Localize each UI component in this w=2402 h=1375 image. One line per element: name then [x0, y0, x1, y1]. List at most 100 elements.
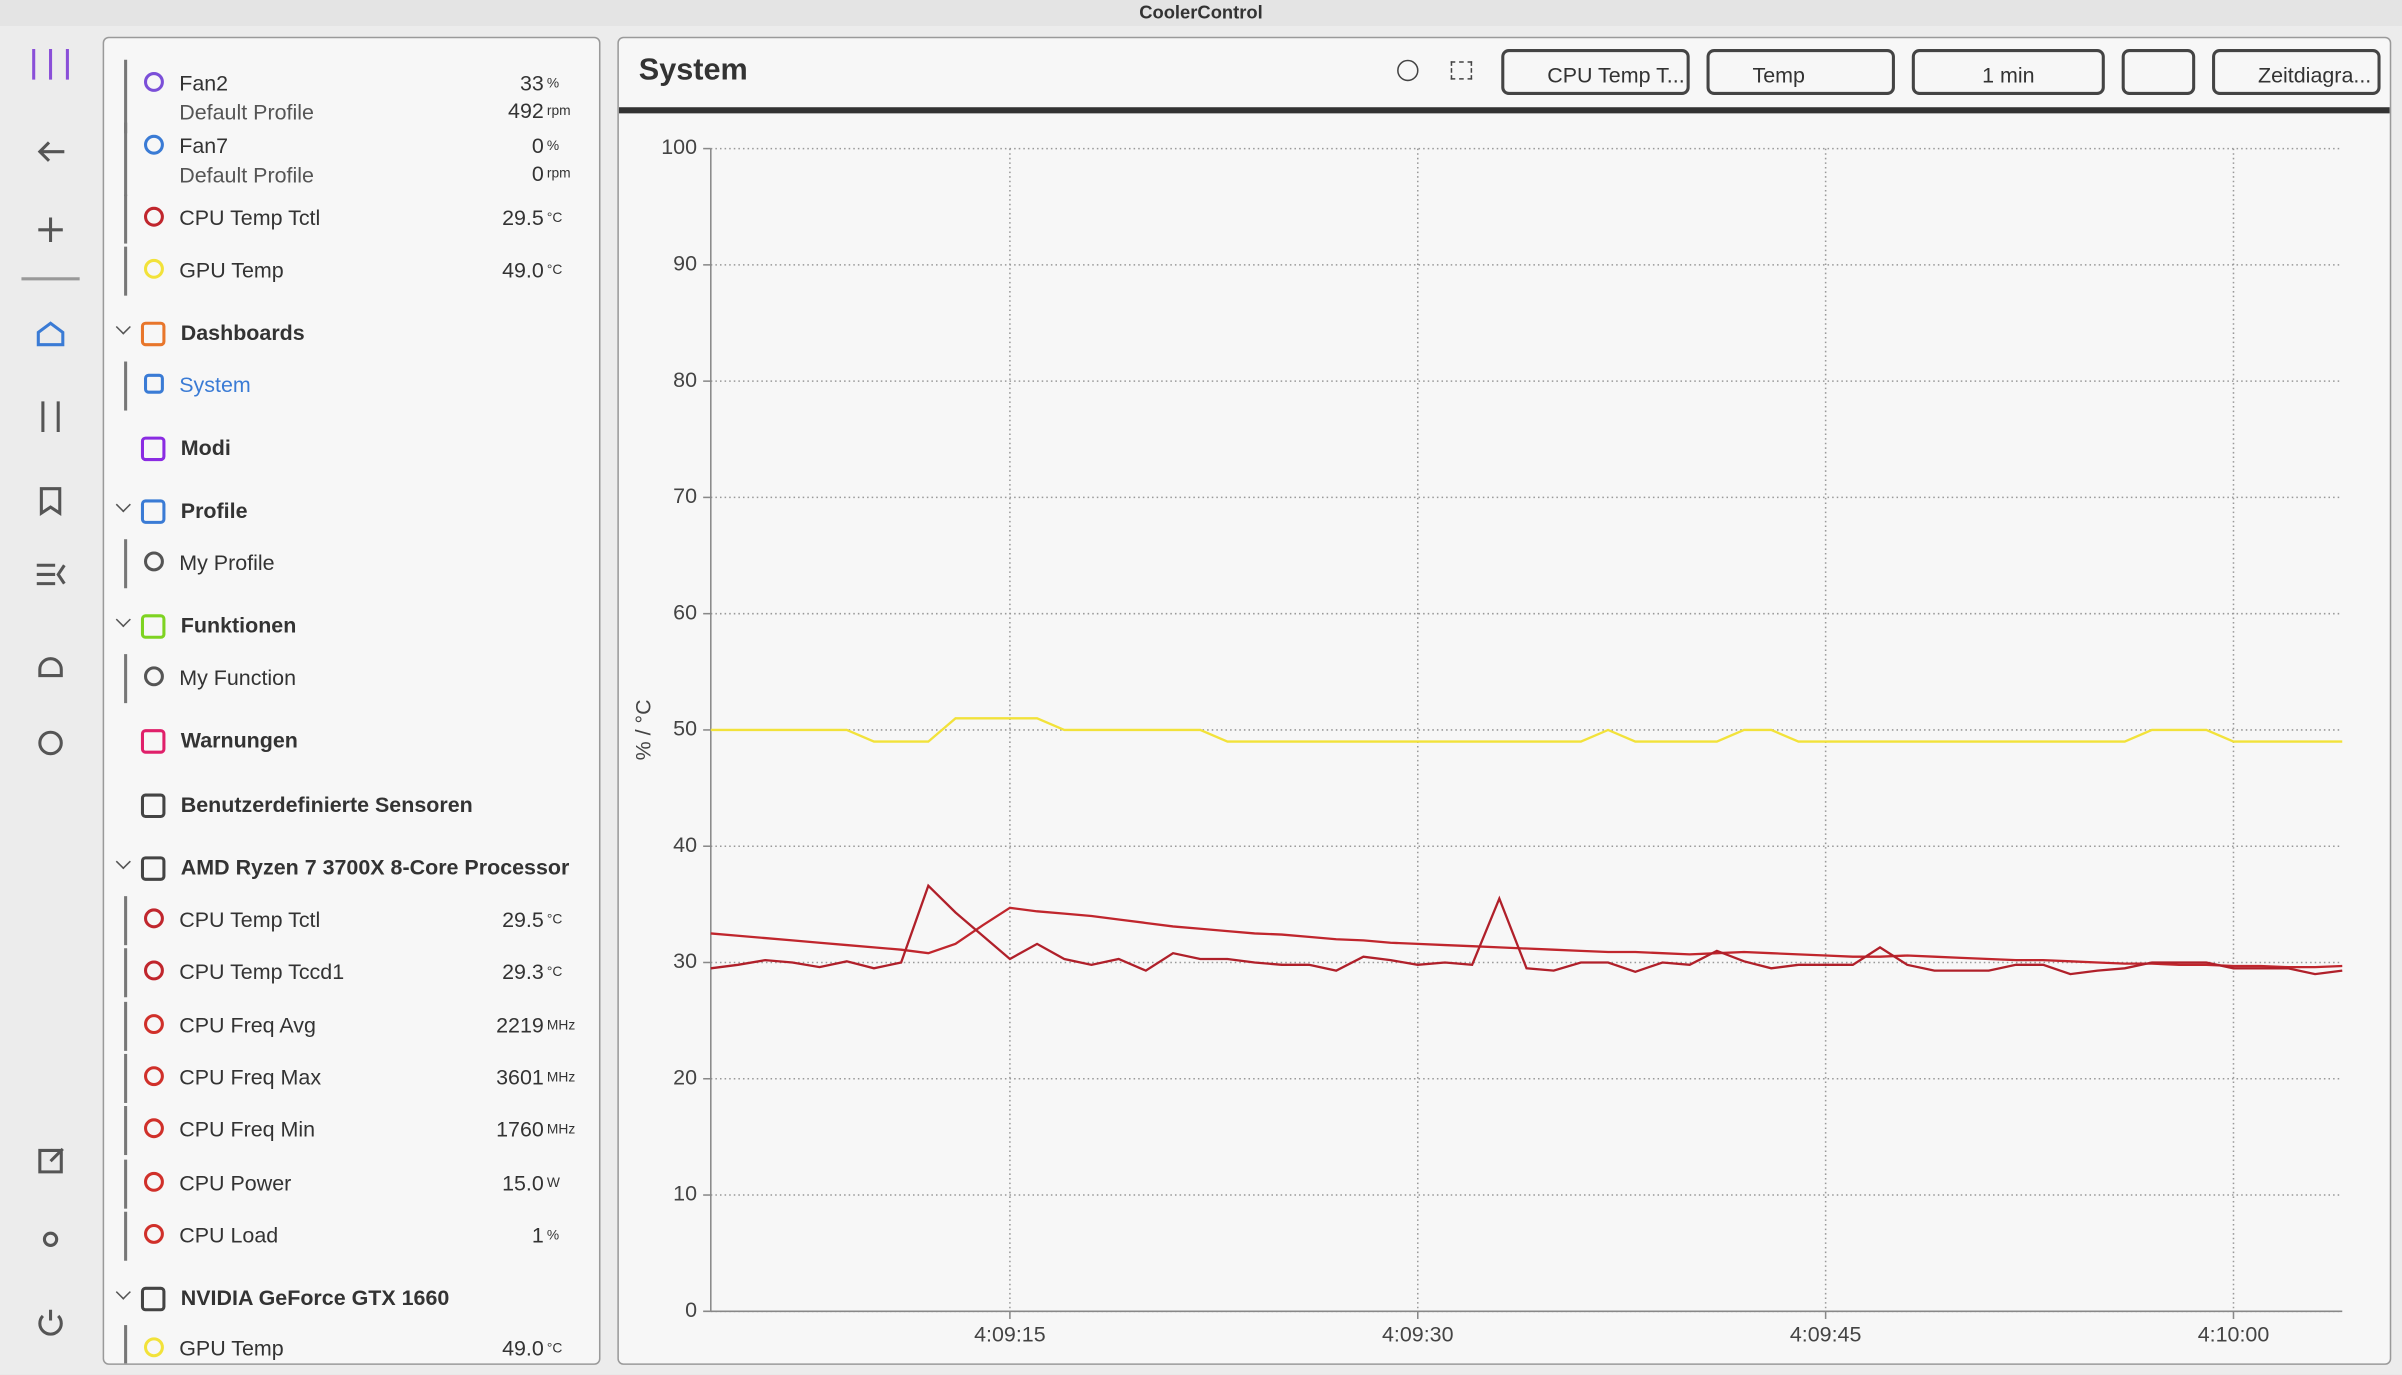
- sensor-value: 29.3: [502, 958, 544, 984]
- sensor-label: CPU Load: [179, 1222, 279, 1247]
- icon: [143, 908, 164, 929]
- sensor-label: System: [179, 372, 251, 397]
- sensor-label: NVIDIA GeForce GTX 1660: [180, 1285, 450, 1310]
- sidebar-row[interactable]: Modi: [104, 434, 599, 465]
- sensor-filter[interactable]: CPU Temp T...: [1501, 49, 1690, 95]
- fullscreen-button[interactable]: [1450, 61, 1473, 80]
- series-line: [710, 717, 2343, 743]
- sidebar-row[interactable]: NVIDIA GeForce GTX 1660: [104, 1284, 599, 1315]
- tree-line: [124, 122, 127, 197]
- sidebar-row[interactable]: Fan2 Default Profile 33% 492 rpm: [104, 59, 599, 134]
- icon: [143, 1223, 164, 1244]
- tree-line: [124, 948, 127, 998]
- unit: °C: [546, 261, 563, 278]
- tree-line: [124, 361, 127, 411]
- y-tick-label: 60: [673, 600, 697, 624]
- sidebar-row[interactable]: GPU Temp 49.0 °C: [104, 1325, 599, 1364]
- log-nav[interactable]: [36, 563, 66, 586]
- sensor-label: My Profile: [179, 549, 275, 575]
- sensor-label: CPU Temp Tctl: [179, 205, 321, 230]
- sensor-value: 2219: [496, 1012, 544, 1038]
- sensor-label: CPU Freq Min: [179, 1116, 316, 1142]
- type-filter[interactable]: Temp: [1706, 49, 1895, 95]
- sensor-label: CPU Freq Avg: [179, 1012, 316, 1038]
- unit: %: [546, 137, 560, 154]
- icon: [143, 206, 164, 227]
- sidebar-row[interactable]: Profile: [104, 496, 599, 527]
- sensor-label: Modi: [180, 435, 231, 460]
- tree-line: [124, 539, 127, 589]
- window-title: CoolerControl: [0, 0, 2402, 27]
- sensor-value: 0: [531, 133, 544, 158]
- sidebar-row[interactable]: Warnungen: [104, 726, 599, 757]
- sidebar-row[interactable]: GPU Temp 49.0 °C: [104, 246, 599, 296]
- external-nav[interactable]: [38, 1147, 64, 1174]
- sidebar-row[interactable]: Fan7 Default Profile 0% 0 rpm: [104, 122, 599, 197]
- tree-line: [124, 1325, 127, 1364]
- sensor-label: AMD Ryzen 7 3700X 8-Core Processor: [180, 854, 570, 880]
- sidebar-row[interactable]: Dashboards: [104, 319, 599, 350]
- unit: W: [546, 1174, 560, 1191]
- unit: MHz: [546, 1017, 576, 1033]
- nav-rail: [21, 49, 80, 1336]
- x-tick-label: 4:09:45: [1790, 1322, 1862, 1346]
- sidebar-row[interactable]: AMD Ryzen 7 3700X 8-Core Processor: [104, 853, 599, 884]
- icon: [143, 1118, 164, 1139]
- sensor-label: CPU Freq Max: [179, 1064, 322, 1090]
- x-tick-label: 4:09:15: [974, 1322, 1046, 1346]
- controls-nav[interactable]: [41, 401, 60, 432]
- tree-line: [124, 1001, 127, 1051]
- sidebar-row[interactable]: System: [104, 361, 599, 411]
- sensor-label: GPU Temp: [179, 257, 284, 282]
- sidebar-row[interactable]: My Function: [104, 654, 599, 704]
- icon: [140, 321, 166, 347]
- sensor-label: Funktionen: [180, 612, 297, 638]
- y-tick-label: 100: [661, 135, 697, 159]
- sidebar-row[interactable]: CPU Freq Max 3601 MHz: [104, 1053, 599, 1103]
- sidebar: Fan2 Default Profile 33% 492 rpm Fan7 Default …: [102, 36, 601, 1365]
- dashboard-title: System: [638, 53, 748, 88]
- info-button[interactable]: [1397, 59, 1419, 82]
- axis-button[interactable]: [2121, 49, 2196, 95]
- icon: [143, 960, 164, 981]
- sensor-value: 33: [519, 70, 544, 95]
- y-tick-label: 10: [673, 1182, 697, 1206]
- sensor-value: 49.0: [502, 257, 544, 282]
- logo: [32, 49, 69, 80]
- sidebar-row[interactable]: CPU Temp Tctl 29.5 °C: [104, 194, 599, 244]
- add-button[interactable]: [38, 217, 63, 243]
- settings-nav[interactable]: [38, 730, 63, 756]
- icon: [143, 258, 164, 279]
- icon: [143, 666, 164, 687]
- chart-type[interactable]: Zeitdiagra...: [2212, 49, 2381, 95]
- sidebar-row[interactable]: Funktionen: [104, 611, 599, 642]
- modes-nav[interactable]: [39, 487, 62, 517]
- sidebar-row[interactable]: Benutzerdefinierte Sensoren: [104, 790, 599, 821]
- alerts-nav[interactable]: [38, 657, 63, 678]
- y-tick-label: 80: [673, 368, 697, 392]
- sidebar-row[interactable]: CPU Freq Avg 2219 MHz: [104, 1001, 599, 1051]
- sensor-label: Benutzerdefinierte Sensoren: [180, 791, 473, 817]
- account-nav[interactable]: [42, 1231, 59, 1247]
- sidebar-row[interactable]: CPU Temp Tctl 29.5 °C: [104, 896, 599, 946]
- sidebar-row[interactable]: CPU Load 1%: [104, 1211, 599, 1261]
- sidebar-row[interactable]: My Profile: [104, 539, 599, 589]
- sidebar-row[interactable]: CPU Freq Min 1760 MHz: [104, 1106, 599, 1156]
- chevron: [115, 854, 131, 870]
- power-nav[interactable]: [38, 1309, 63, 1336]
- sensor-value: 29.5: [502, 205, 544, 230]
- icon: [140, 856, 166, 881]
- tree-line: [124, 1159, 127, 1209]
- profile-label: Default Profile: [179, 162, 314, 187]
- sidebar-row[interactable]: CPU Temp Tccd1 29.3 °C: [104, 948, 599, 998]
- dashboard-panel: System CPU Temp T... Temp 1 min Zeitdiag…: [617, 36, 2392, 1365]
- tree-line: [124, 1106, 127, 1156]
- sensor-label: Fan7: [179, 133, 229, 158]
- duration[interactable]: 1 min: [1911, 49, 2105, 95]
- unit: MHz: [546, 1121, 576, 1137]
- profile-label: Default Profile: [179, 99, 314, 125]
- dashboard-nav[interactable]: [36, 321, 65, 347]
- back-button[interactable]: [37, 141, 65, 162]
- y-tick-label: 20: [673, 1065, 697, 1089]
- sidebar-row[interactable]: CPU Power 15.0 W: [104, 1159, 599, 1209]
